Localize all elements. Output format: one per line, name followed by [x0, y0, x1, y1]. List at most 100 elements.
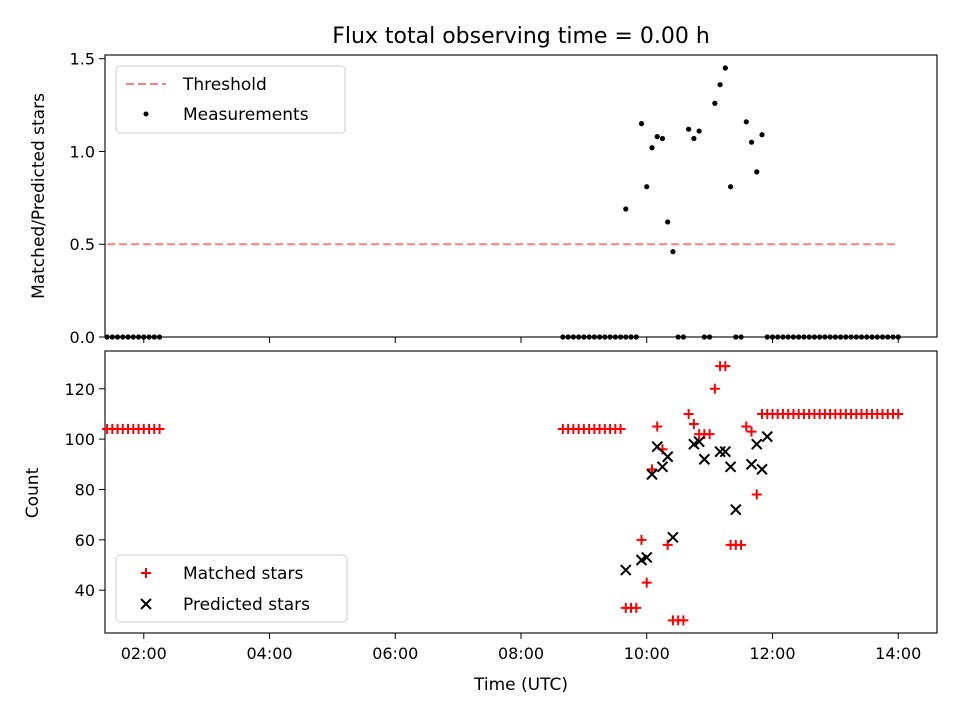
measurement-point — [570, 334, 576, 340]
measurement-point — [827, 334, 833, 340]
top-y-tick-label: 0.5 — [70, 235, 95, 254]
measurement-point — [843, 334, 849, 340]
measurement-point — [596, 334, 603, 340]
bottom-y-tick-label: 80 — [75, 480, 95, 499]
measurement-point — [691, 135, 697, 142]
bottom-y-tick-label: 120 — [64, 380, 95, 399]
measurement-point — [707, 334, 713, 340]
matched-star-point — [154, 424, 165, 435]
measurement-point — [895, 334, 901, 340]
top-legend-box — [115, 65, 346, 134]
top-y-axis-label: Matched/Predicted stars — [29, 93, 49, 299]
measurement-point — [712, 100, 718, 106]
measurement-point — [769, 334, 776, 340]
predicted-star-point — [698, 453, 711, 465]
measurement-point — [649, 145, 655, 151]
matched-star-point — [736, 539, 747, 550]
top-legend: Threshold Measurements — [115, 65, 346, 134]
bottom-x-tick-label: 12:00 — [749, 644, 795, 663]
bottom-y-axis-label: Count — [23, 467, 43, 518]
measurement-point — [565, 334, 571, 340]
measurement-point — [848, 334, 854, 340]
bottom-legend-box — [115, 554, 348, 623]
bottom-y-tick-label: 40 — [75, 581, 95, 600]
bottom-y-tick-label: 60 — [75, 531, 95, 550]
predicted-star-point — [756, 463, 768, 476]
bottom-y-ticks: 40 60 80 100 120 — [64, 380, 105, 600]
measurement-point — [696, 128, 702, 134]
bottom-panel: 40 60 80 100 120 02:00 04:00 06:00 08:00 10:00 12… — [23, 350, 938, 695]
measurement-point — [659, 135, 666, 142]
matched-star-point — [636, 534, 647, 545]
predicted-star-point — [730, 503, 742, 516]
predicted-star-point — [714, 446, 726, 458]
measurement-point — [811, 334, 818, 340]
matched-star-point — [893, 408, 904, 419]
measurement-point — [135, 334, 142, 340]
predicted-star-point — [667, 531, 679, 544]
bottom-x-tick-label: 14:00 — [875, 644, 921, 663]
measurement-point — [738, 334, 744, 340]
bottom-x-ticks: 02:00 04:00 06:00 08:00 10:00 12:00 14:00 — [121, 633, 921, 663]
measurement-point — [125, 334, 131, 340]
top-y-tick-label: 0.0 — [70, 328, 95, 347]
measurement-point — [748, 139, 755, 145]
measurement-point — [109, 334, 115, 340]
matched-star-point — [709, 383, 720, 394]
measurement-point — [151, 334, 157, 340]
measurement-point — [141, 334, 147, 340]
measurement-point — [733, 334, 739, 340]
measurement-point — [591, 334, 597, 340]
bottom-x-tick-label: 10:00 — [624, 644, 670, 663]
predicted-star-point — [646, 468, 658, 481]
legend-predicted-marker — [140, 598, 152, 610]
bottom-legend: Matched stars Predicted stars — [115, 554, 348, 623]
measurement-point — [104, 334, 110, 340]
measurement-point — [665, 219, 671, 225]
measurement-point — [638, 121, 645, 127]
measurement-point — [560, 334, 566, 340]
top-y-tick-label: 1.0 — [70, 142, 95, 161]
measurement-point — [759, 132, 765, 138]
predicted-star-point — [761, 430, 773, 443]
measurement-point — [837, 334, 844, 340]
measurement-point — [602, 334, 608, 340]
measurement-point — [120, 334, 126, 340]
measurement-point — [581, 334, 587, 340]
top-y-tick-label: 1.5 — [70, 50, 95, 69]
measurement-point — [607, 334, 613, 340]
measurement-point — [130, 334, 136, 340]
measurement-point — [654, 134, 660, 140]
measurement-point — [701, 334, 707, 340]
measurement-point — [874, 334, 880, 340]
legend-predicted-swatch — [140, 598, 152, 610]
matched-star-point — [683, 408, 694, 419]
measurement-point — [864, 334, 870, 340]
legend-measurements-label: Measurements — [183, 105, 309, 125]
measurement-point — [754, 169, 760, 175]
matched-star-point — [720, 361, 731, 372]
predicted-star-point — [661, 451, 674, 463]
measurement-point — [114, 334, 121, 340]
measurement-point — [780, 334, 786, 340]
measurement-point — [790, 334, 797, 340]
predicted-star-point — [656, 461, 669, 473]
matched-stars-series — [102, 361, 904, 626]
matched-star-point — [751, 489, 762, 500]
predicted-star-point — [641, 551, 653, 564]
matched-star-point — [704, 429, 715, 440]
measurement-point — [722, 65, 728, 71]
measurement-point — [743, 119, 749, 125]
predicted-star-point — [751, 438, 763, 450]
predicted-star-point — [724, 461, 737, 473]
matched-star-point — [641, 577, 652, 588]
measurement-point — [785, 334, 791, 340]
bottom-x-tick-label: 06:00 — [372, 644, 418, 663]
predicted-star-point — [620, 564, 632, 576]
matched-star-point — [741, 421, 752, 432]
matched-star-point — [746, 426, 757, 437]
bottom-x-axis-label: Time (UTC) — [473, 675, 568, 695]
measurement-point — [885, 334, 891, 340]
matched-star-point — [631, 602, 642, 613]
